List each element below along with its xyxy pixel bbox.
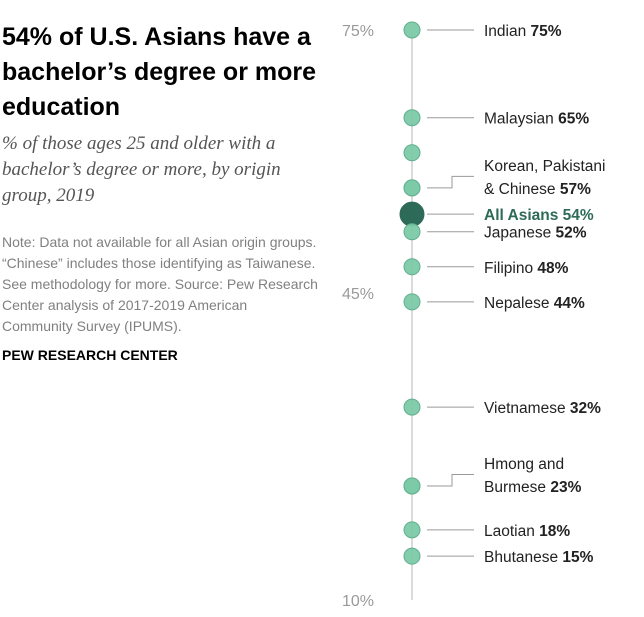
- data-label-filipino: Filipino 48%: [484, 260, 569, 277]
- data-point-vietnamese: [403, 398, 421, 416]
- data-point-japanese: [403, 223, 421, 241]
- data-label-nepalese: Nepalese 44%: [484, 295, 585, 312]
- tick-label-10: 10%: [342, 593, 374, 610]
- tick-label-45: 45%: [342, 286, 374, 303]
- header-block: 54% of U.S. Asians have a bachelor’s deg…: [2, 20, 320, 363]
- chart-title: 54% of U.S. Asians have a bachelor’s deg…: [2, 23, 317, 121]
- data-label-korean-pakistani: Korean, Pakistani: [484, 158, 606, 175]
- data-label-hmong-and: Hmong and: [484, 456, 564, 473]
- data-label-chinese: & Chinese 57%: [484, 181, 591, 198]
- data-point-burmese: [403, 477, 421, 495]
- chart-subtitle: % of those ages 25 and older with a bach…: [2, 133, 281, 206]
- data-label-vietnamese: Vietnamese 32%: [484, 400, 601, 417]
- connector-korean-pakistani-chinese: [427, 175, 474, 189]
- connector-hmong-and-burmese: [427, 474, 474, 487]
- data-label-burmese: Burmese 23%: [484, 479, 582, 496]
- data-label-indian: Indian 75%: [484, 23, 562, 40]
- data-point-laotian: [403, 521, 421, 539]
- tick-label-75: 75%: [342, 23, 374, 40]
- data-label-malaysian: Malaysian 65%: [484, 111, 589, 128]
- chart-note: Note: Data not available for all Asian o…: [2, 234, 318, 334]
- data-point-chinese: [403, 179, 421, 197]
- data-label-laotian: Laotian 18%: [484, 523, 570, 540]
- data-point-malaysian: [403, 109, 421, 127]
- data-point-filipino: [403, 258, 421, 276]
- data-point-indian: [403, 21, 421, 39]
- data-label-all-asians: All Asians 54%: [484, 207, 594, 224]
- data-point-all-asians: [399, 201, 425, 227]
- source-credit: PEW RESEARCH CENTER: [2, 347, 178, 363]
- data-label-japanese: Japanese 52%: [484, 225, 587, 242]
- data-point-korean: [403, 144, 421, 162]
- data-point-bhutanese: [403, 547, 421, 565]
- data-point-nepalese: [403, 293, 421, 311]
- data-label-bhutanese: Bhutanese 15%: [484, 549, 594, 566]
